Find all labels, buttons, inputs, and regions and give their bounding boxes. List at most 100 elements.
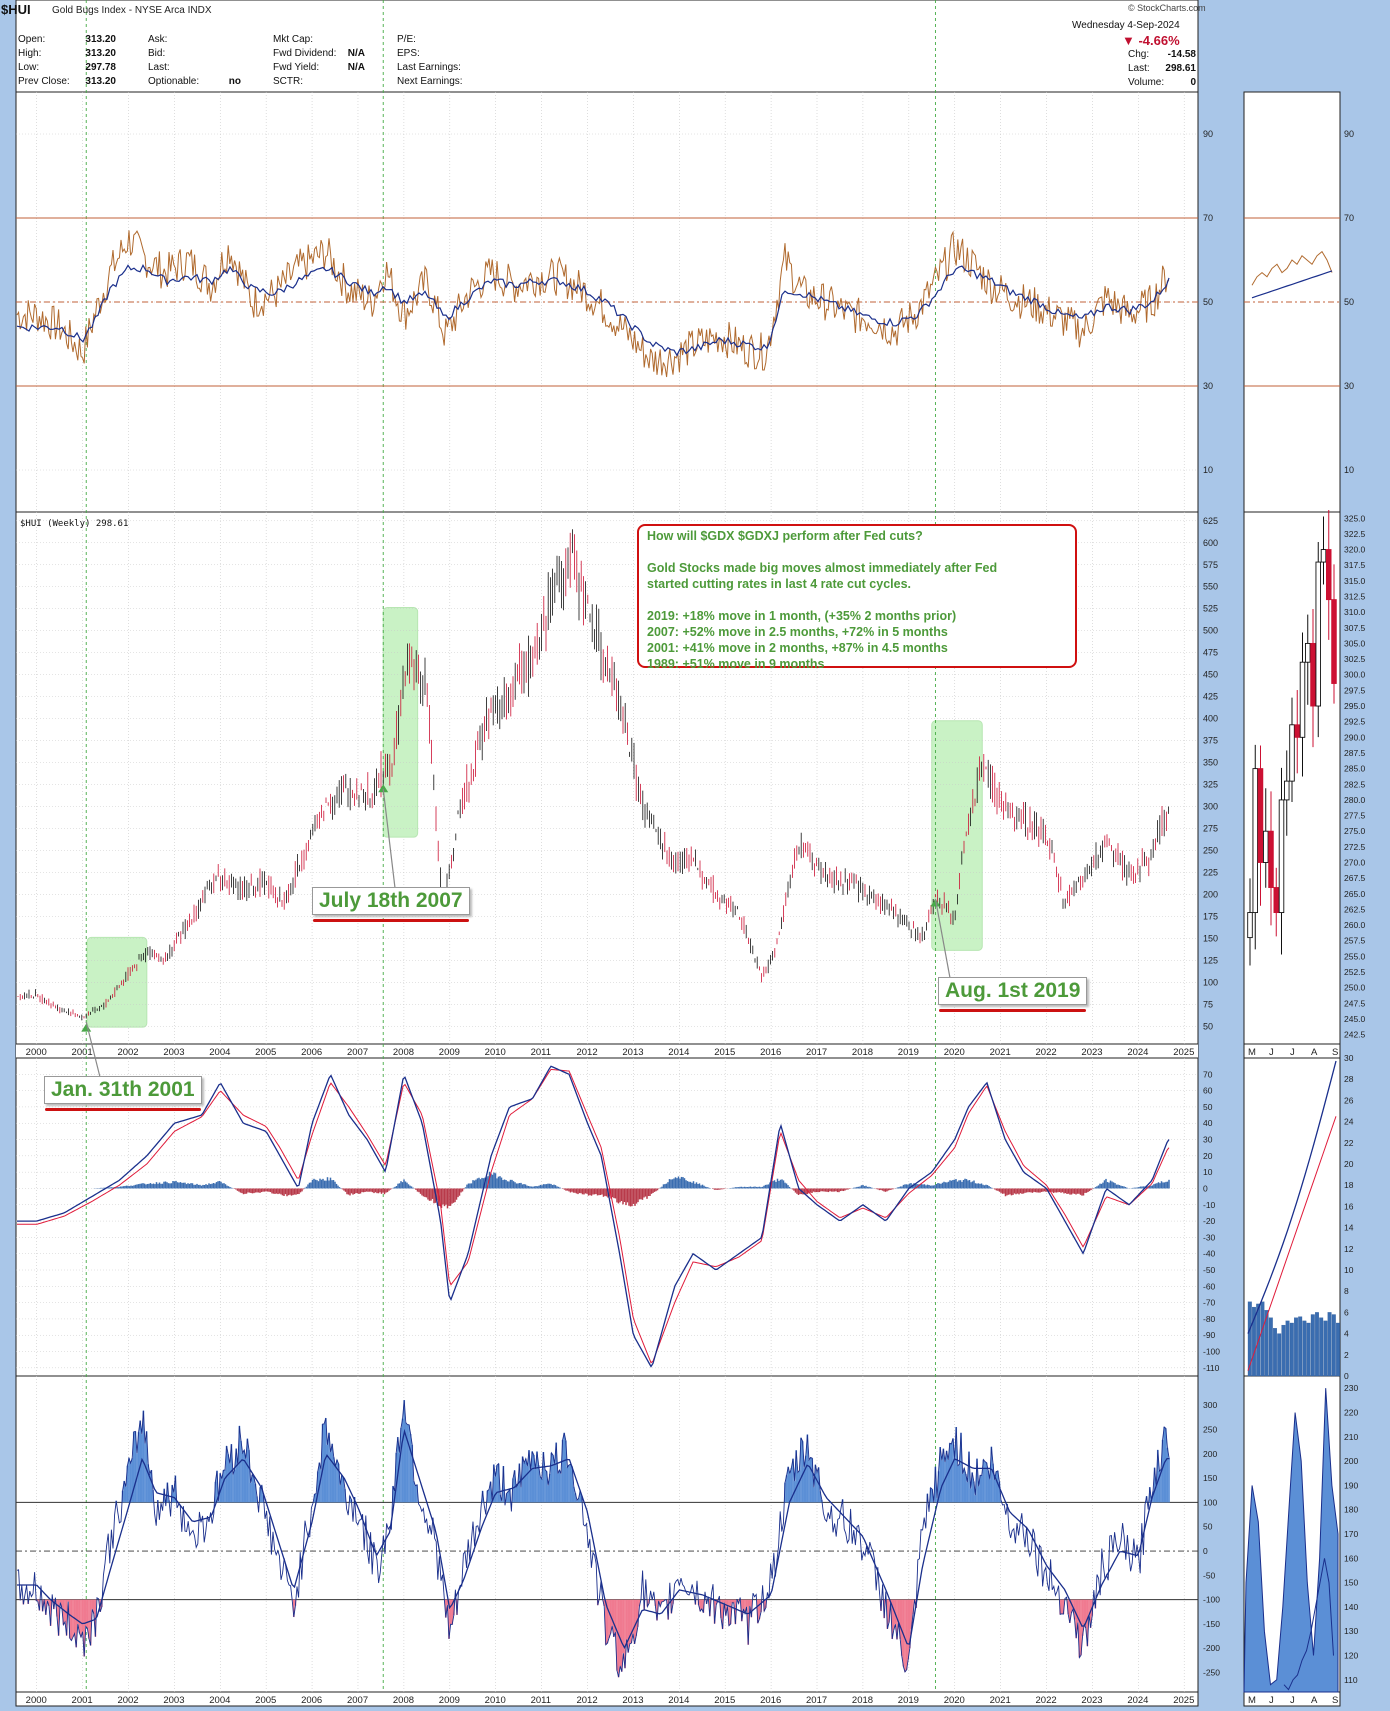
- price-y-tick: 50: [1203, 1021, 1213, 1031]
- macd-y-tick: -30: [1203, 1232, 1216, 1242]
- macd-inset-histogram-bar: [1319, 1317, 1324, 1377]
- macd-inset-y-tick: 8: [1344, 1286, 1349, 1296]
- macd-y-tick: -50: [1203, 1265, 1216, 1275]
- price-legend: $HUI (Weekly) 298.61: [20, 519, 129, 529]
- inset-price-y-tick: 272.5: [1344, 842, 1366, 852]
- x-tick-label-bottom: 2025: [1173, 1695, 1194, 1706]
- quote-label: Prev Close:: [18, 76, 70, 87]
- x-tick-label-bottom: 2012: [576, 1695, 597, 1706]
- x-tick-label: 2020: [944, 1047, 965, 1058]
- x-tick-label-bottom: 2023: [1081, 1695, 1102, 1706]
- price-y-tick: 275: [1203, 824, 1218, 834]
- macd-inset-histogram-bar: [1315, 1312, 1319, 1377]
- inset-x-tick: J: [1269, 1047, 1274, 1058]
- inset-price-y-tick: 312.5: [1344, 591, 1366, 601]
- x-tick-label-bottom: 2004: [209, 1695, 230, 1706]
- rsi-inset-y-tick: 90: [1344, 129, 1354, 139]
- x-tick-label: 2004: [209, 1047, 230, 1058]
- quote-label: High:: [18, 48, 42, 59]
- inset-price-y-tick: 245.0: [1344, 1014, 1366, 1024]
- x-tick-label: 2008: [393, 1047, 414, 1058]
- inset-price-y-tick: 315.0: [1344, 576, 1366, 586]
- annotation-note: How will $GDX $GDXJ perform after Fed cu…: [637, 524, 1077, 671]
- macd-inset-histogram-bar: [1277, 1333, 1282, 1377]
- inset-candle-body: [1315, 561, 1321, 707]
- x-tick-label-bottom: 2020: [944, 1695, 965, 1706]
- inset-price-y-tick: 297.5: [1344, 685, 1366, 695]
- cci-signal-line: [17, 1428, 1170, 1650]
- macd-y-tick: 70: [1203, 1069, 1213, 1079]
- cci-y-tick: 0: [1203, 1546, 1208, 1556]
- macd-y-tick: -110: [1203, 1363, 1220, 1373]
- x-tick-label-bottom: 2007: [347, 1695, 368, 1706]
- callout-2001-underline: [45, 1108, 201, 1111]
- quote-value: 313.20: [85, 34, 116, 45]
- callout-2019: Aug. 1st 2019: [938, 977, 1088, 1012]
- price-y-tick: 500: [1203, 626, 1218, 636]
- x-tick-label-bottom: 2005: [255, 1695, 276, 1706]
- macd-inset-line: [1247, 1060, 1337, 1334]
- x-tick-label: 2005: [255, 1047, 276, 1058]
- inset-price-y-tick: 292.5: [1344, 717, 1366, 727]
- chart-title: Gold Bugs Index - NYSE Arca INDX: [52, 5, 212, 16]
- last-label: Last:: [1128, 63, 1150, 74]
- inset-price-y-tick: 290.0: [1344, 732, 1366, 742]
- x-tick-label-bottom: 2000: [26, 1695, 47, 1706]
- quote-value: 297.78: [85, 62, 116, 73]
- x-tick-label: 2017: [806, 1047, 827, 1058]
- price-y-tick: 125: [1203, 955, 1218, 965]
- inset-price-y-tick: 305.0: [1344, 638, 1366, 648]
- price-y-tick: 300: [1203, 802, 1218, 812]
- callout-leader: [934, 898, 951, 979]
- quote-label: Fwd Yield:: [273, 62, 320, 73]
- callout-2007-text: July 18th 2007: [319, 889, 463, 912]
- x-tick-label: 2010: [485, 1047, 506, 1058]
- cci-inset-signal-line: [1283, 1558, 1334, 1691]
- price-y-tick: 475: [1203, 648, 1218, 658]
- cci-y-tick: 150: [1203, 1473, 1217, 1483]
- note-line: 2007: +52% move in 2.5 months, +72% in 5…: [647, 625, 948, 639]
- x-tick-label: 2019: [898, 1047, 919, 1058]
- macd-y-tick: -90: [1203, 1330, 1216, 1340]
- price-y-tick: 75: [1203, 999, 1213, 1009]
- inset-price-y-tick: 277.5: [1344, 811, 1366, 821]
- macd-inset-y-tick: 20: [1344, 1159, 1354, 1169]
- quote-label: Open:: [18, 34, 46, 45]
- inset-candle-body: [1262, 830, 1269, 863]
- macd-y-tick: -70: [1203, 1298, 1216, 1308]
- callout-2007: July 18th 2007: [312, 887, 470, 922]
- x-tick-label-bottom: 2013: [622, 1695, 643, 1706]
- cci-inset-y-tick: 130: [1344, 1626, 1358, 1636]
- rsi-y-tick: 70: [1203, 213, 1213, 223]
- price-y-tick: 400: [1203, 714, 1218, 724]
- macd-inset-histogram-bar: [1302, 1320, 1307, 1377]
- inset-price-y-tick: 260.0: [1344, 920, 1366, 930]
- macd-inset-y-tick: 16: [1344, 1201, 1354, 1211]
- highlight-region: [86, 936, 148, 1028]
- inset-price-y-tick: 265.0: [1344, 889, 1366, 899]
- x-tick-label-bottom: 2014: [668, 1695, 689, 1706]
- x-tick-label-bottom: 2009: [439, 1695, 460, 1706]
- x-tick-label: 2001: [72, 1047, 93, 1058]
- cci-line: [16, 1400, 1170, 1678]
- quote-value: N/A: [347, 48, 365, 59]
- rsi-y-tick: 30: [1203, 381, 1213, 391]
- x-tick-label: 2009: [439, 1047, 460, 1058]
- price-y-tick: 525: [1203, 604, 1218, 614]
- x-tick-label: 2023: [1081, 1047, 1102, 1058]
- cci-y-tick: 300: [1203, 1400, 1217, 1410]
- quote-label: Ask:: [148, 34, 168, 45]
- x-tick-label-bottom: 2024: [1127, 1695, 1148, 1706]
- cci-inset-y-tick: 170: [1344, 1529, 1358, 1539]
- macd-y-tick: 40: [1203, 1118, 1213, 1128]
- macd-inset-histogram-bar: [1310, 1314, 1315, 1377]
- highlight-region: [382, 606, 419, 838]
- inset-x-tick-bottom: J: [1290, 1695, 1295, 1706]
- quote-label: Next Earnings:: [397, 76, 463, 87]
- macd-y-tick: -100: [1203, 1347, 1220, 1357]
- macd-inset-histogram-bar: [1306, 1322, 1311, 1377]
- inset-price-y-tick: 282.5: [1344, 779, 1366, 789]
- macd-inset-histogram-bar: [1294, 1317, 1298, 1377]
- macd-inset-y-tick: 10: [1344, 1265, 1354, 1275]
